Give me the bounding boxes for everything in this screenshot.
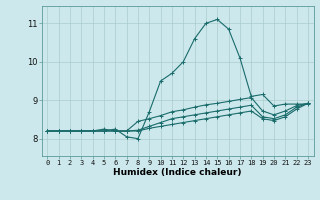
X-axis label: Humidex (Indice chaleur): Humidex (Indice chaleur): [113, 168, 242, 177]
